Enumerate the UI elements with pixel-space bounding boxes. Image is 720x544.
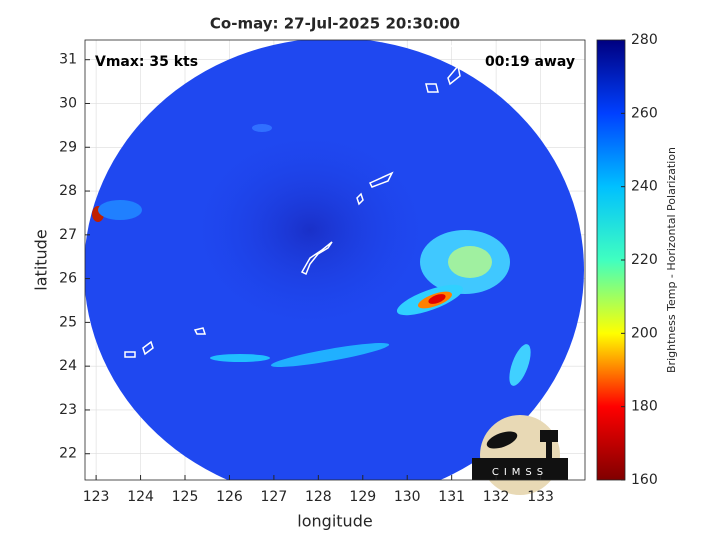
y-tick-label: 27	[59, 227, 77, 243]
y-tick-label: 26	[59, 271, 77, 287]
x-tick-label: 132	[483, 489, 510, 505]
x-tick-label: 128	[305, 489, 332, 505]
image	[85, 40, 584, 480]
coastlines	[124, 40, 467, 358]
x-axis-label: longitude	[297, 512, 372, 531]
colorbar-tick-label: 200	[631, 325, 658, 341]
x-tick-label: 123	[83, 489, 110, 505]
y-tick-label: 28	[59, 183, 77, 199]
x-tick-label: 130	[394, 489, 421, 505]
plot-frame	[84, 39, 586, 481]
colorbar-tick-label: 180	[631, 399, 658, 415]
y-tick-label: 29	[59, 139, 77, 155]
x-tick-label: 131	[438, 489, 465, 505]
x-tick-label: 125	[172, 489, 199, 505]
colorbar-label: Brightness Temp - Horizontal Polarizatio…	[665, 147, 678, 373]
y-tick-label: 25	[59, 314, 77, 330]
x-tick-label: 127	[261, 489, 288, 505]
x-tick-label: 129	[349, 489, 376, 505]
y-tick-label: 23	[59, 402, 77, 418]
logo-text: CIMSS	[492, 467, 548, 478]
y-tick-label: 30	[59, 95, 77, 111]
annotation: Vmax: 35 kts	[95, 54, 198, 70]
colorbar-tick-label: 260	[631, 105, 658, 121]
colorbar-tick-label: 240	[631, 179, 658, 195]
y-tick-label: 31	[59, 52, 77, 68]
annotation: 00:19 away	[485, 54, 575, 70]
colorbar-tick-label: 220	[631, 252, 658, 268]
y-tick-label: 24	[59, 358, 77, 374]
x-tick-label: 124	[127, 489, 154, 505]
x-tick-label: 133	[527, 489, 554, 505]
chart-title: Co-may: 27-Jul-2025 20:30:00	[210, 15, 460, 33]
cimss-logo: CIMSS	[472, 415, 568, 495]
y-tick-label: 22	[59, 446, 77, 462]
colorbar	[596, 39, 626, 481]
y-axis-label: latitude	[32, 229, 51, 290]
colorbar-tick-label: 160	[631, 472, 658, 488]
colorbar-tick-label: 280	[631, 32, 658, 48]
x-tick-label: 126	[216, 489, 243, 505]
